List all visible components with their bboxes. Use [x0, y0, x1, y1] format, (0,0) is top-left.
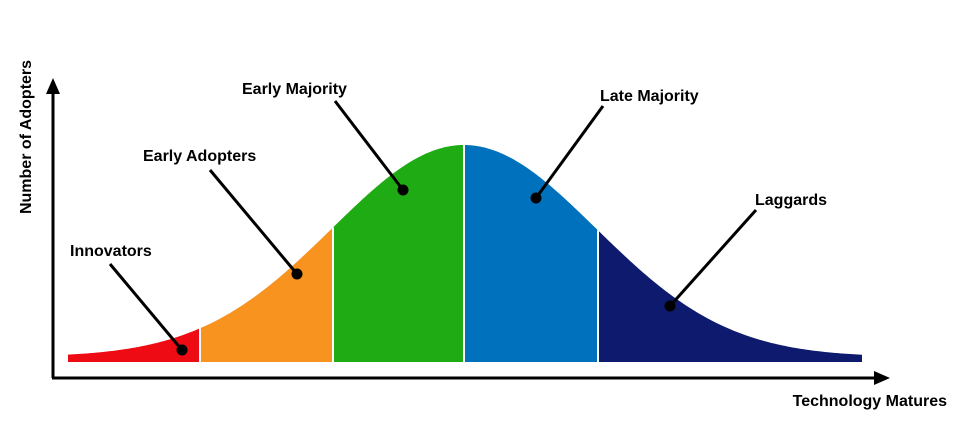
- callout-dot: [664, 300, 676, 312]
- segment-label: Early Majority: [242, 81, 347, 98]
- adoption-curve: [68, 145, 862, 362]
- x-axis-label: Technology Matures: [793, 393, 947, 410]
- segment-label: Laggards: [755, 192, 827, 209]
- curve-segment: [598, 230, 862, 362]
- callout-dot: [397, 184, 409, 196]
- callout-line: [108, 263, 184, 351]
- curve-segment: [464, 145, 598, 362]
- x-axis-arrow: [874, 371, 890, 385]
- axes: [46, 78, 890, 385]
- segment-label: Innovators: [70, 243, 152, 260]
- callout-line: [534, 105, 605, 199]
- callout-line: [668, 208, 758, 308]
- callout-dot: [291, 268, 303, 280]
- segment-label: Late Majority: [600, 88, 699, 105]
- y-axis-label: Number of Adopters: [18, 60, 35, 214]
- curve-segment: [333, 145, 464, 362]
- curve-segment: [68, 328, 200, 362]
- callout-dot: [176, 344, 188, 356]
- y-axis-arrow: [46, 78, 60, 94]
- callout-dot: [530, 192, 542, 204]
- callout-line: [208, 169, 299, 275]
- callout-line: [333, 100, 405, 191]
- curve-segment: [200, 227, 333, 362]
- callouts: Innovators Early Adopters Early Majority La…: [70, 81, 827, 356]
- segment-label: Early Adopters: [143, 148, 256, 165]
